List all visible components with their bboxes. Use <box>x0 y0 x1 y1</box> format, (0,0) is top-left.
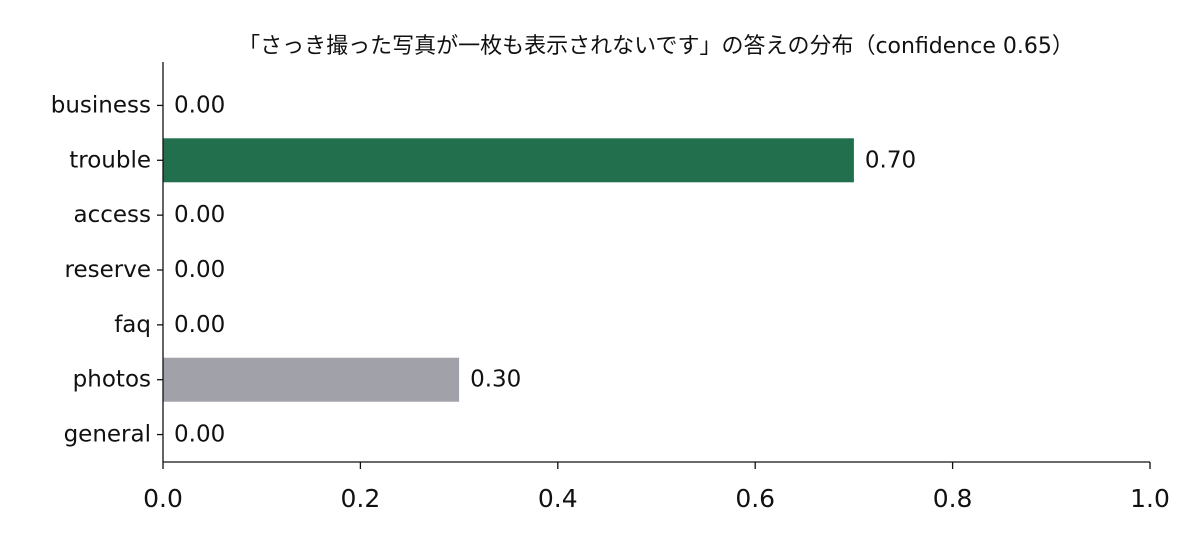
x-tick-label-3: 0.6 <box>735 484 775 513</box>
x-tick-label-1: 0.2 <box>341 484 381 513</box>
category-label-photos: photos <box>73 367 151 393</box>
bar-photos <box>163 357 460 402</box>
value-label-faq: 0.00 <box>174 312 225 338</box>
value-label-access: 0.00 <box>174 202 225 228</box>
category-label-faq: faq <box>114 312 151 338</box>
category-label-access: access <box>73 202 151 228</box>
x-tick-label-4: 0.8 <box>933 484 973 513</box>
x-tick-label-0: 0.0 <box>143 484 183 513</box>
value-label-business: 0.00 <box>174 92 225 118</box>
value-label-trouble: 0.70 <box>865 147 916 173</box>
x-tick-label-2: 0.4 <box>538 484 578 513</box>
chart-title: 「さっき撮った写真が一枚も表示されないです」の答えの分布（confidence … <box>238 34 1074 59</box>
x-tick-label-5: 1.0 <box>1130 484 1170 513</box>
category-label-reserve: reserve <box>65 257 151 283</box>
category-label-business: business <box>51 92 151 118</box>
category-label-general: general <box>64 422 151 448</box>
value-label-photos: 0.30 <box>470 367 521 393</box>
bar-trouble <box>163 138 854 183</box>
value-label-reserve: 0.00 <box>174 257 225 283</box>
plot-area: business 0.00 trouble 0.70 access 0.00 reserve… <box>51 62 1170 513</box>
category-label-trouble: trouble <box>69 147 151 173</box>
value-label-general: 0.00 <box>174 422 225 448</box>
